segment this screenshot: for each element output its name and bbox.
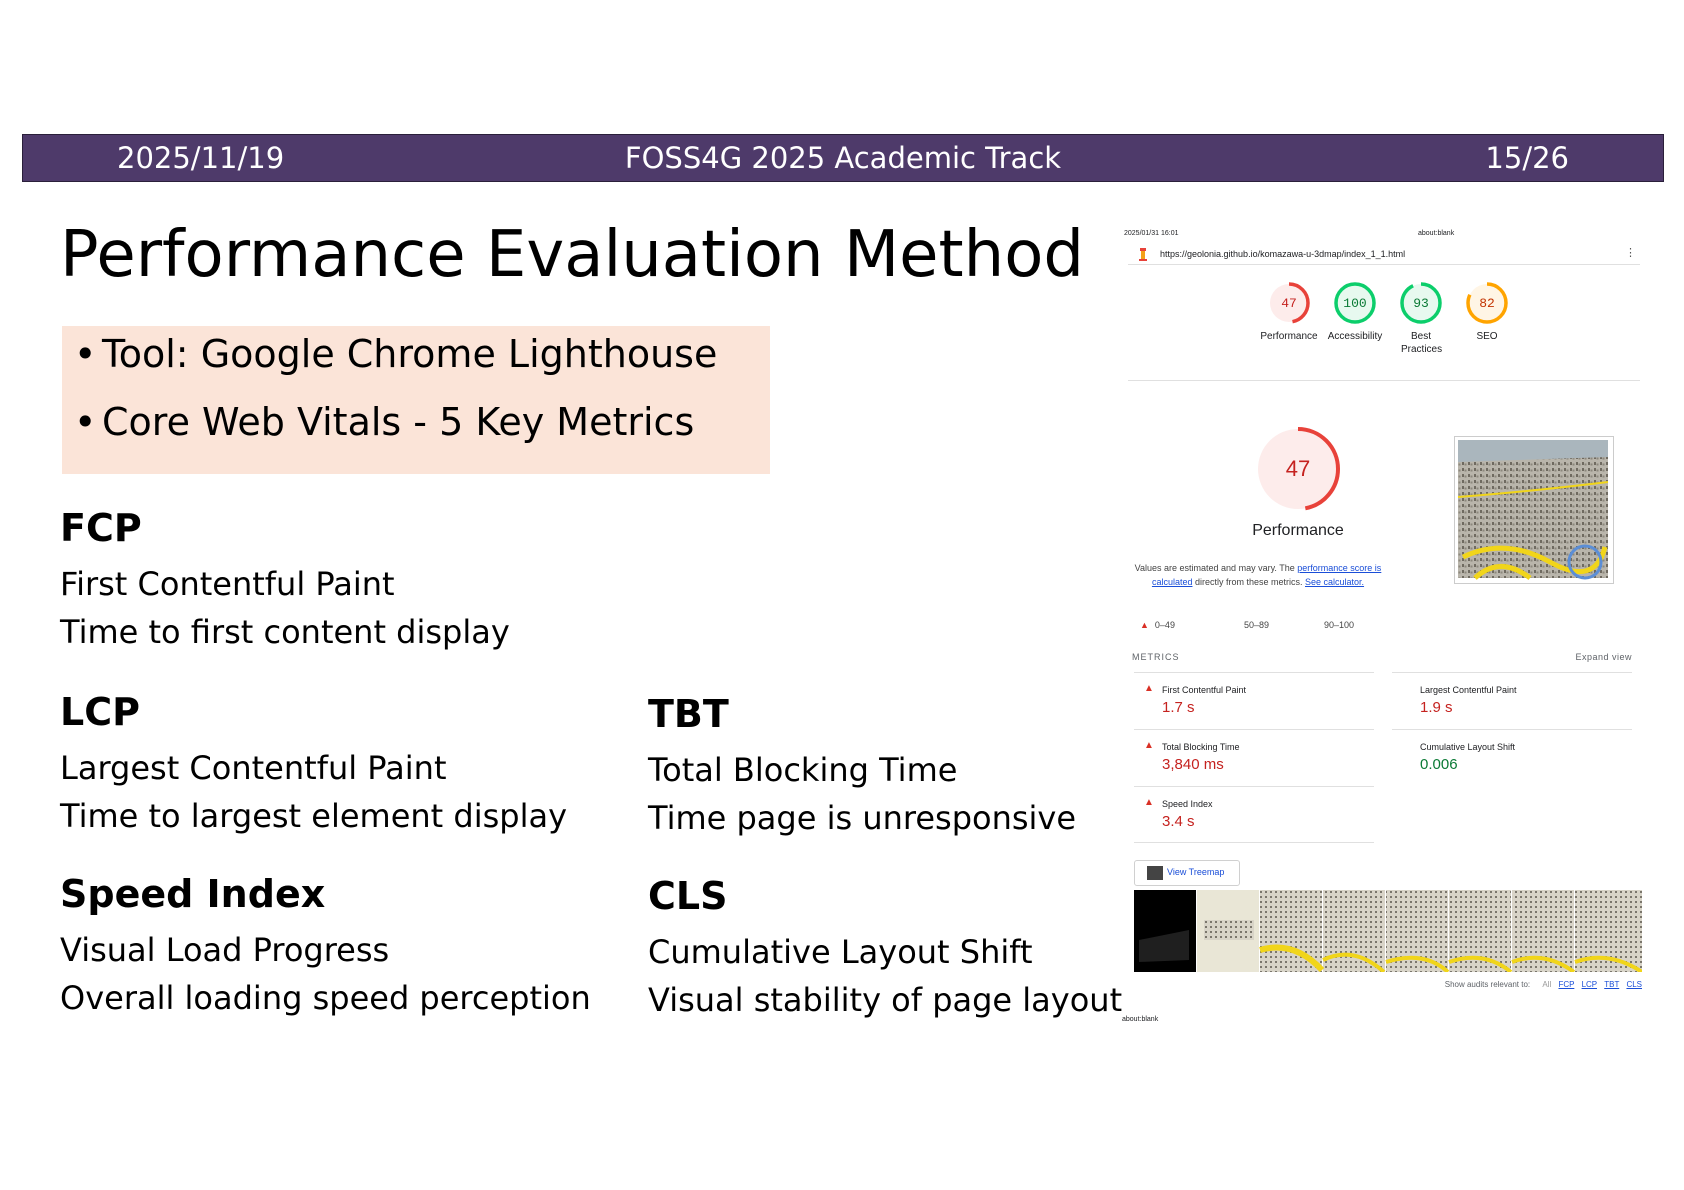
- page-screenshot-thumbnail: [1454, 436, 1614, 584]
- filter-lcp[interactable]: LCP: [1581, 980, 1597, 989]
- legend-fail: ▲ 0–49: [1140, 620, 1175, 630]
- lighthouse-report: 2025/01/31 16:01 about:blank https://geo…: [1122, 228, 1644, 1028]
- metric-row-cls: Cumulative Layout Shift 0.006: [1392, 729, 1632, 786]
- svg-text:82: 82: [1479, 296, 1495, 311]
- metric-value: 3,840 ms: [1162, 756, 1224, 773]
- gauge-seo[interactable]: 82 SEO: [1452, 280, 1522, 343]
- metric-value: 1.9 s: [1420, 699, 1453, 716]
- metric-tbt: TBT Total Blocking Time Time page is unr…: [648, 692, 1077, 842]
- url-bar: https://geolonia.github.io/komazawa-u-3d…: [1128, 244, 1640, 265]
- highlight-box: • Tool: Google Chrome Lighthouse • Core We…: [62, 326, 770, 474]
- triangle-icon: ▲: [1144, 797, 1154, 808]
- metric-value: 3.4 s: [1162, 813, 1195, 830]
- metric-name: Visual Load Progress: [60, 930, 390, 969]
- metric-name: Total Blocking Time: [648, 750, 958, 789]
- metric-name: Cumulative Layout Shift: [648, 932, 1033, 971]
- triangle-icon: ▲: [1144, 683, 1154, 694]
- filter-fcp[interactable]: FCP: [1558, 980, 1575, 989]
- divider: [1128, 380, 1640, 381]
- expand-view-toggle[interactable]: Expand view: [1575, 652, 1632, 662]
- metric-name: Largest Contentful Paint: [60, 748, 447, 787]
- metric-abbr: LCP: [60, 690, 140, 734]
- score-gauges: 47 Performance 100 Accessibility 93 Best…: [1254, 280, 1574, 380]
- metric-row-lcp: Largest Contentful Paint 1.9 s: [1392, 672, 1632, 729]
- report-url: https://geolonia.github.io/komazawa-u-3d…: [1160, 249, 1406, 259]
- main-gauge-title: Performance: [1252, 522, 1344, 539]
- svg-text:47: 47: [1281, 296, 1297, 311]
- metric-desc: Time to largest element display: [60, 796, 568, 835]
- metric-value: 0.006: [1420, 756, 1458, 773]
- gauge-best-practices[interactable]: 93 Best Practices: [1386, 280, 1456, 356]
- metric-speed-index: Speed Index Visual Load Progress Overall…: [60, 872, 591, 1022]
- gauge-label: SEO: [1476, 331, 1498, 342]
- metric-abbr: FCP: [60, 506, 142, 550]
- tab-title: about:blank: [1418, 230, 1455, 237]
- filter-cls[interactable]: CLS: [1626, 980, 1642, 989]
- metric-desc: Overall loading speed perception: [60, 978, 591, 1017]
- metric-abbr: Speed Index: [60, 872, 326, 916]
- slide-date: 2025/11/19: [117, 141, 285, 175]
- metric-value: 1.7 s: [1162, 699, 1195, 716]
- report-timestamp: 2025/01/31 16:01: [1124, 230, 1179, 237]
- metrics-header: METRICS: [1132, 652, 1180, 662]
- gauge-accessibility[interactable]: 100 Accessibility: [1320, 280, 1390, 343]
- metric-cls: CLS Cumulative Layout Shift Visual stabi…: [648, 874, 1123, 1024]
- metric-desc: Time to first content display: [60, 612, 510, 651]
- slide-title: Performance Evaluation Method: [60, 218, 1084, 292]
- metric-name: First Contentful Paint: [60, 564, 395, 603]
- triangle-icon: ▲: [1144, 740, 1154, 751]
- metric-desc: Time page is unresponsive: [648, 798, 1077, 837]
- filter-all[interactable]: All: [1542, 980, 1552, 989]
- metric-row-speed-index: ▲ Speed Index 3.4 s: [1134, 786, 1374, 843]
- view-treemap-button[interactable]: View Treemap: [1134, 860, 1240, 886]
- event-name: FOSS4G 2025 Academic Track: [624, 141, 1062, 175]
- page-number: 15/26: [1485, 141, 1569, 175]
- metric-abbr: CLS: [648, 874, 728, 918]
- metric-abbr: TBT: [648, 692, 729, 736]
- gauge-label: Best Practices: [1401, 331, 1443, 355]
- metric-row-fcp: ▲ First Contentful Paint 1.7 s: [1134, 672, 1374, 729]
- divider: [1134, 842, 1374, 843]
- gauge-label: Accessibility: [1327, 331, 1383, 342]
- performance-score-link[interactable]: performance score is calculated: [1151, 563, 1382, 587]
- bullet-metrics: • Core Web Vitals - 5 Key Metrics: [74, 400, 695, 444]
- metric-lcp: LCP Largest Contentful Paint Time to lar…: [60, 690, 568, 840]
- score-note: Values are estimated and may vary. The p…: [1134, 563, 1382, 587]
- metric-row-tbt: ▲ Total Blocking Time 3,840 ms: [1134, 729, 1374, 786]
- main-performance-gauge: 47 Performance: [1208, 424, 1388, 540]
- lighthouse-icon: [1139, 248, 1147, 261]
- audit-filter: Show audits relevant to: All FCP LCP TBT…: [1444, 980, 1642, 989]
- header-bar: FOSS4G 2025 Academic Track 2025/11/19 15…: [22, 134, 1664, 182]
- legend-pass: 90–100: [1324, 620, 1355, 630]
- svg-text:100: 100: [1343, 296, 1366, 311]
- report-footer: about:blank: [1122, 1016, 1159, 1023]
- filmstrip: [1134, 890, 1644, 974]
- triangle-icon: ▲: [1140, 620, 1149, 630]
- metric-fcp: FCP First Contentful Paint Time to first…: [60, 506, 510, 656]
- gauge-performance[interactable]: 47 Performance: [1254, 280, 1324, 343]
- bullet-tool: • Tool: Google Chrome Lighthouse: [74, 332, 718, 376]
- see-calculator-link[interactable]: See calculator.: [1305, 576, 1365, 587]
- filter-tbt[interactable]: TBT: [1604, 980, 1620, 989]
- gauge-label: Performance: [1260, 331, 1318, 342]
- kebab-menu-icon[interactable]: ⋮: [1625, 247, 1636, 259]
- treemap-icon: [1147, 866, 1163, 880]
- svg-text:93: 93: [1413, 296, 1429, 311]
- metric-desc: Visual stability of page layout: [648, 980, 1123, 1019]
- legend-average: 50–89: [1244, 620, 1270, 630]
- svg-text:47: 47: [1286, 456, 1310, 481]
